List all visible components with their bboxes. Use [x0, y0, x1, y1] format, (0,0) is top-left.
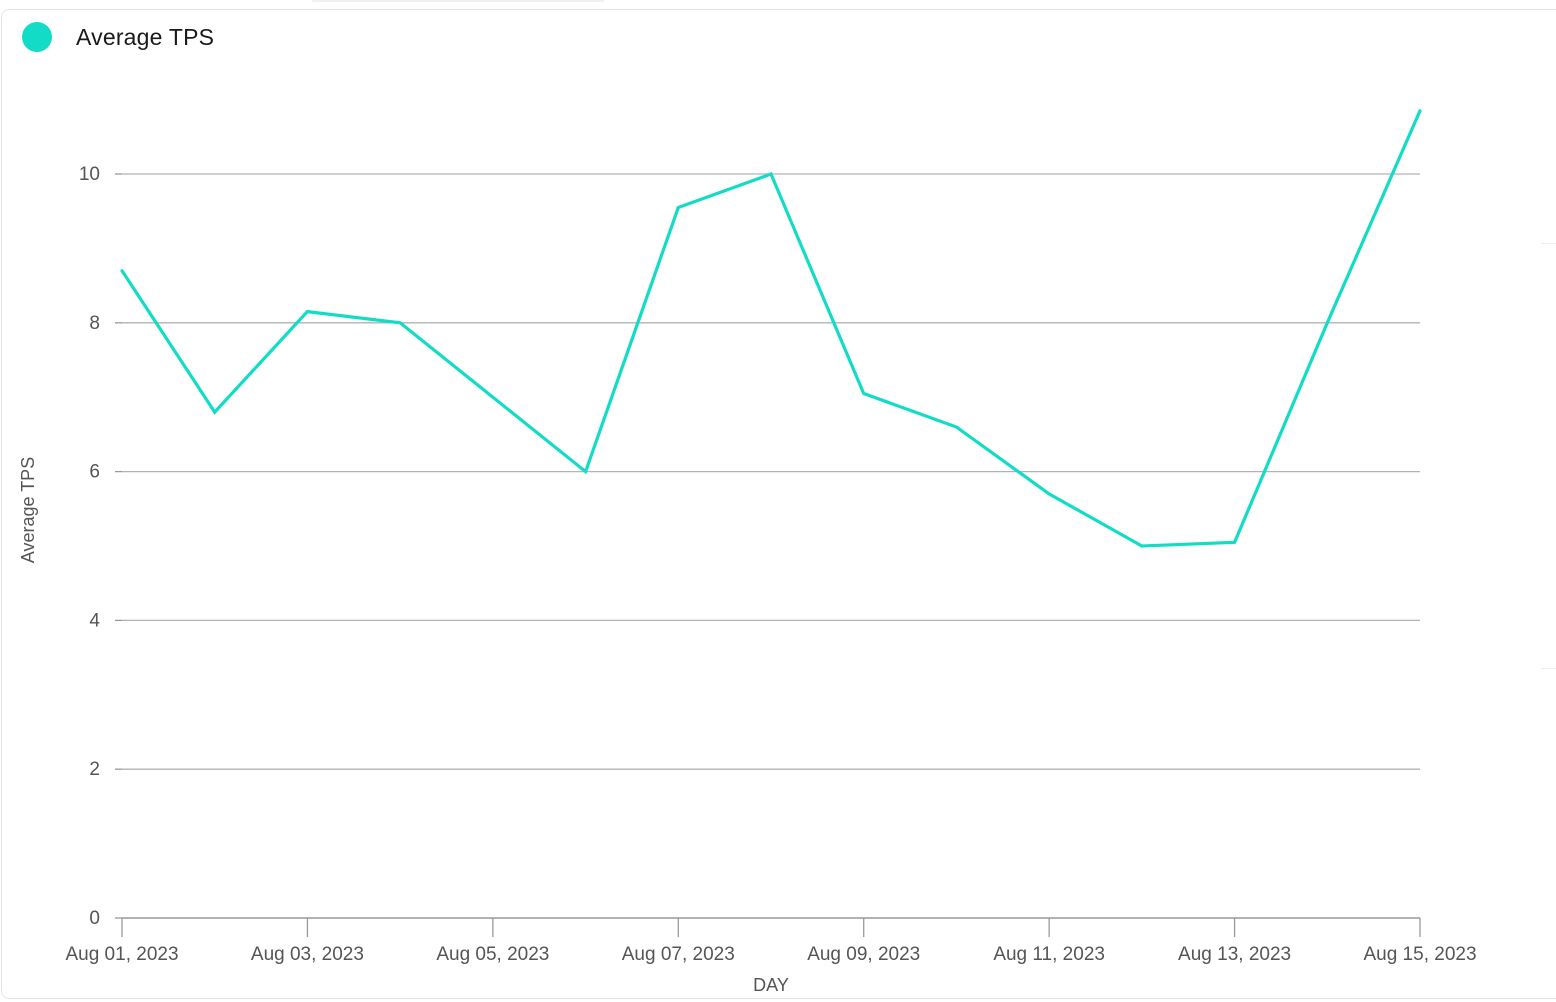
y-tick-label: 8 — [89, 313, 100, 334]
data-point — [584, 470, 588, 474]
side-panel-divider — [1541, 668, 1556, 669]
data-point — [491, 395, 495, 399]
data-point — [676, 205, 680, 209]
data-point — [1047, 492, 1051, 496]
data-point — [1233, 540, 1237, 544]
y-tick-label: 6 — [89, 462, 100, 483]
y-axis-title: Average TPS — [18, 457, 38, 563]
x-tick-label: Aug 15, 2023 — [1363, 944, 1476, 965]
axes: 0 2 4 6 8 10 Aug 01, 2023 Aug 03, 2023 Aug 05, 2… — [65, 164, 1476, 965]
data-point — [1418, 109, 1422, 113]
y-tick-label: 0 — [89, 908, 100, 929]
x-axis-title: DAY — [753, 975, 789, 995]
data-point — [862, 391, 866, 395]
data-point — [769, 172, 773, 176]
x-tick-label: Aug 07, 2023 — [622, 944, 735, 965]
data-point — [954, 425, 958, 429]
y-tick-label: 4 — [89, 610, 100, 631]
legend-swatch — [22, 22, 52, 52]
x-tick-label: Aug 13, 2023 — [1178, 944, 1291, 965]
data-point — [305, 310, 309, 314]
series-layer — [120, 109, 1422, 548]
data-point — [1140, 544, 1144, 548]
data-point — [120, 269, 124, 273]
y-tick-label: 10 — [79, 164, 100, 185]
x-tick-label: Aug 11, 2023 — [993, 944, 1105, 965]
legend-label: Average TPS — [76, 23, 215, 50]
y-tick-label: 2 — [89, 759, 100, 780]
data-point — [213, 410, 217, 414]
series-line — [120, 109, 1422, 548]
x-tick-label: Aug 01, 2023 — [65, 944, 178, 965]
grid-lines — [122, 173, 1420, 770]
x-tick-label: Aug 09, 2023 — [807, 944, 920, 965]
x-tick-label: Aug 03, 2023 — [251, 944, 364, 965]
top-tab-edge — [312, 0, 604, 2]
data-point — [398, 321, 402, 325]
data-point — [1325, 321, 1329, 325]
chart-legend[interactable]: Average TPS — [22, 22, 214, 52]
side-panel-divider — [1541, 243, 1556, 244]
x-tick-label: Aug 05, 2023 — [436, 944, 549, 965]
